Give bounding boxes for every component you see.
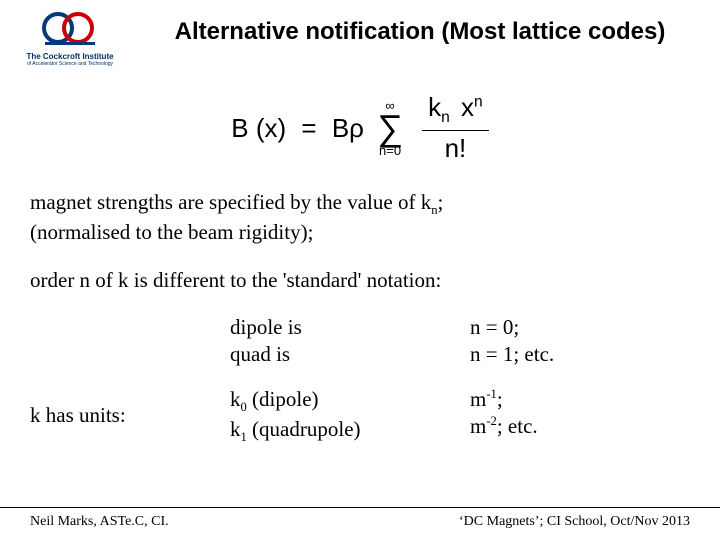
m1-sup: -1	[486, 387, 497, 401]
slide-footer: Neil Marks, ASTe.C, CI. ‘DC Magnets’; CI…	[0, 507, 720, 530]
row-group-orders: dipole is quad is n = 0; n = 1; etc.	[0, 314, 720, 369]
para1-text-a: magnet strengths are specified by the va…	[30, 190, 431, 214]
eq-sum: ∞ ∑ n=0	[377, 99, 403, 157]
row-quad-label: quad is	[230, 341, 470, 368]
m2-sup: -2	[486, 414, 497, 428]
k0-k: k	[230, 387, 241, 411]
row-group-units: k has units: k0 (dipole) k1 (quadrupole)…	[0, 386, 720, 445]
m2-m: m	[470, 414, 486, 438]
para1-text-b: ;	[438, 190, 444, 214]
footer-left: Neil Marks, ASTe.C, CI.	[30, 514, 169, 530]
m2-tail: ; etc.	[497, 414, 538, 438]
para1-text-c: (normalised to the beam rigidity);	[30, 220, 313, 244]
row-m2: m-2; etc.	[470, 413, 690, 440]
equation-block: B (x) = Bρ ∞ ∑ n=0 kn xn n!	[0, 92, 720, 164]
logo-subtext: of Accelerator Science and Technology	[27, 61, 113, 67]
row-dipole-n: n = 0;	[470, 314, 690, 341]
eq-lhs: B (x)	[231, 113, 286, 144]
logo-text: The Cockcroft Institute	[26, 52, 113, 61]
col-mid-orders: dipole is quad is	[230, 314, 470, 369]
col-right-units: m-1; m-2; etc.	[470, 386, 690, 445]
k0-paren: (dipole)	[247, 387, 319, 411]
sigma-icon: ∑	[377, 112, 403, 144]
eq-k: k	[428, 92, 441, 122]
logo-icon	[40, 10, 100, 50]
k1-paren: (quadrupole)	[247, 417, 361, 441]
slide-title: Alternative notification (Most lattice c…	[140, 10, 700, 46]
eq-brho: Bρ	[332, 113, 364, 144]
eq-equals: =	[301, 113, 316, 144]
eq-k-sub: n	[441, 109, 450, 126]
eq-x-sup: n	[474, 93, 483, 110]
k1-k: k	[230, 417, 241, 441]
row-quad-n: n = 1; etc.	[470, 341, 690, 368]
col-mid-units: k0 (dipole) k1 (quadrupole)	[230, 386, 470, 445]
row-k0: k0 (dipole)	[230, 386, 470, 416]
col-left-empty	[30, 314, 230, 369]
eq-fraction: kn xn n!	[422, 92, 489, 164]
eq-frac-bottom: n!	[422, 131, 489, 164]
col-right-orders: n = 0; n = 1; etc.	[470, 314, 690, 369]
row-dipole-label: dipole is	[230, 314, 470, 341]
row-m1: m-1;	[470, 386, 690, 413]
k-units-label: k has units:	[30, 386, 230, 445]
eq-frac-top: kn xn	[422, 92, 489, 131]
paragraph-2: order n of k is different to the 'standa…	[0, 267, 720, 293]
slide-header: The Cockcroft Institute of Accelerator S…	[0, 0, 720, 67]
equation: B (x) = Bρ ∞ ∑ n=0 kn xn n!	[231, 92, 488, 164]
m1-m: m	[470, 387, 486, 411]
paragraph-1: magnet strengths are specified by the va…	[0, 189, 720, 245]
institute-logo: The Cockcroft Institute of Accelerator S…	[10, 10, 130, 67]
eq-x: x	[461, 92, 474, 122]
row-k1: k1 (quadrupole)	[230, 416, 470, 446]
footer-right: ‘DC Magnets’; CI School, Oct/Nov 2013	[459, 514, 690, 530]
eq-sum-bottom: n=0	[377, 144, 403, 157]
m1-tail: ;	[497, 387, 503, 411]
